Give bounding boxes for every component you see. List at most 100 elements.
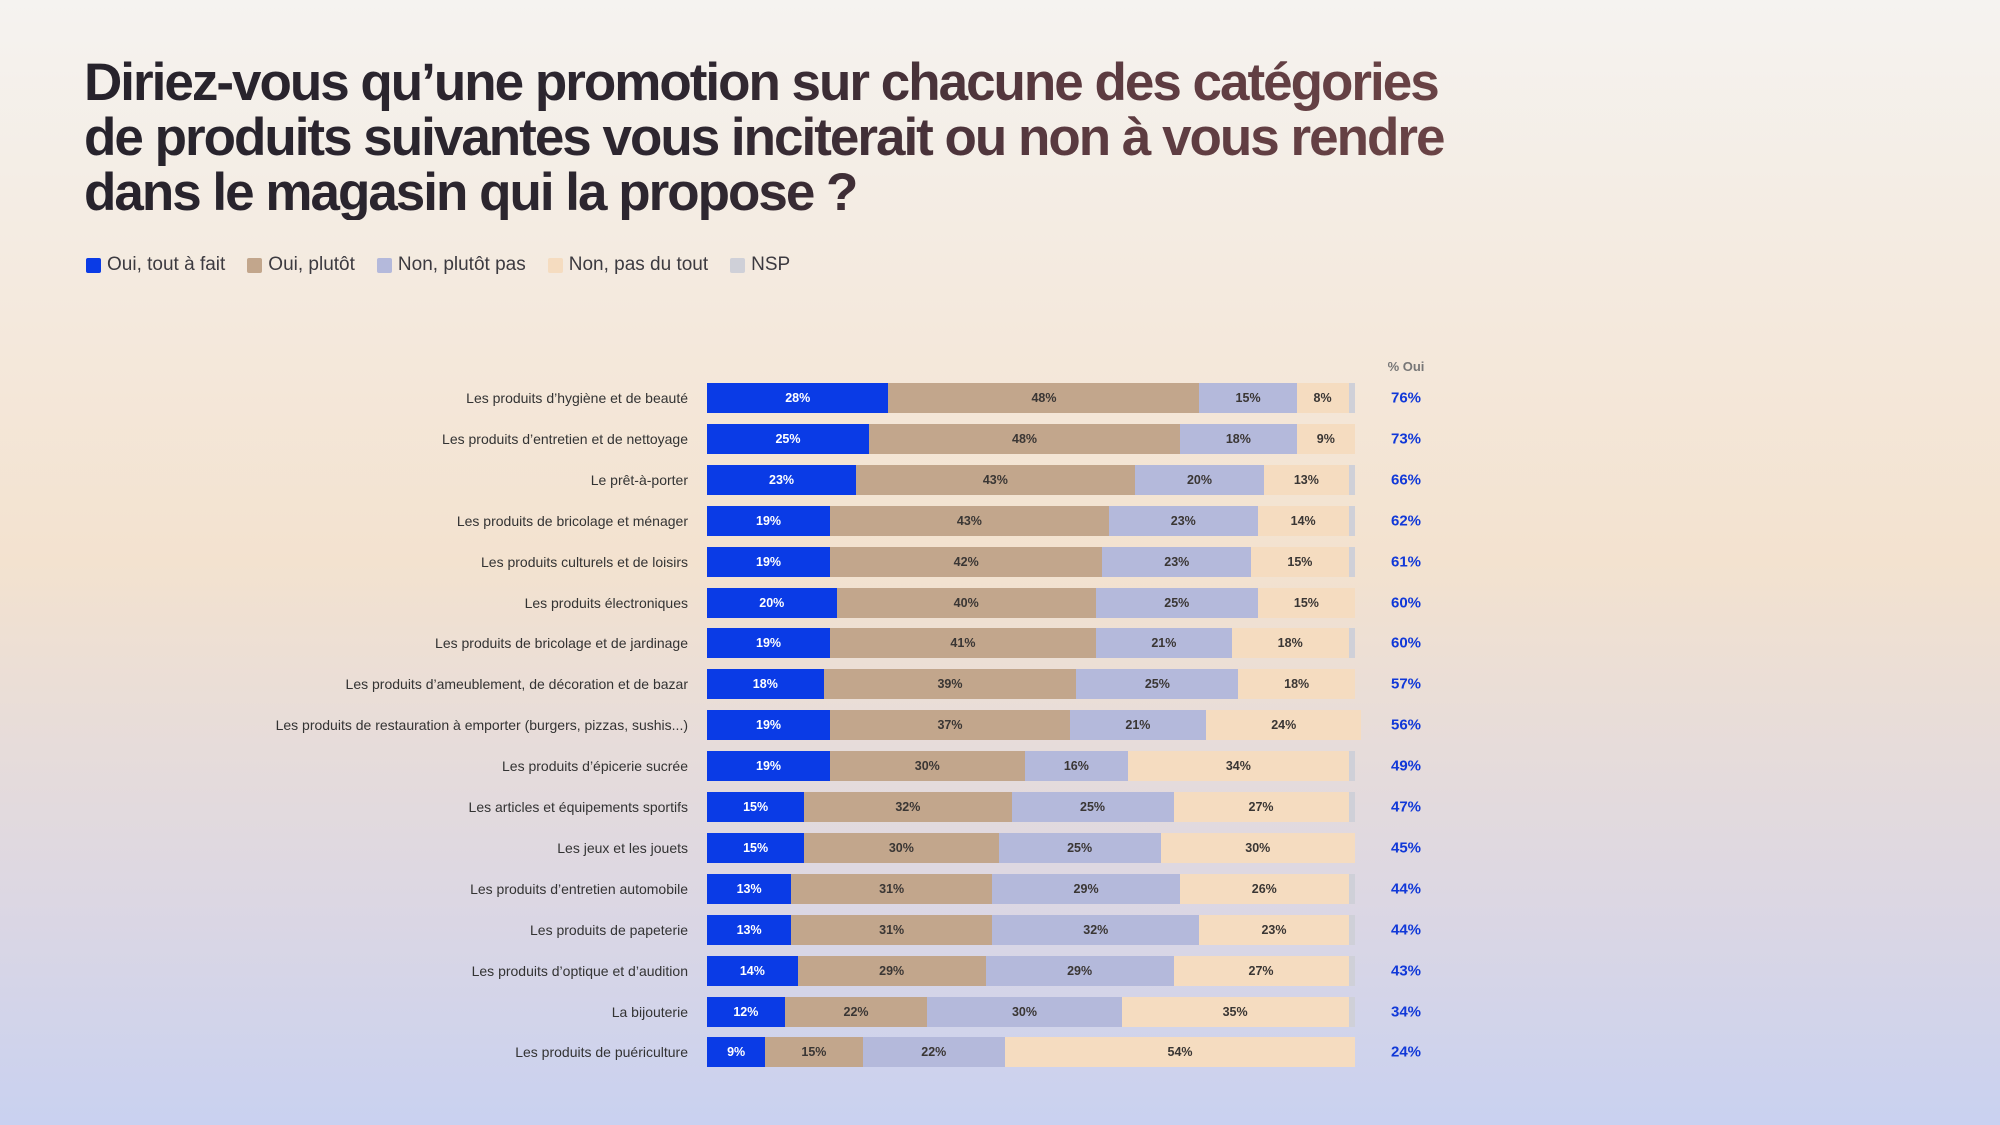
bar-segment-oui-tout-fait: 13% — [707, 873, 792, 904]
category-label: Les produits de restauration à emporter … — [275, 717, 688, 734]
legend-item: NSP — [730, 254, 790, 276]
oui-column-header: % Oui — [1387, 359, 1425, 374]
bar-segment-non-plut-t-pas: 21% — [1095, 628, 1232, 659]
oui-total-label: 73% — [1390, 430, 1422, 448]
bar-segment-non-plut-t-pas: 29% — [992, 873, 1181, 904]
bar-segment-non-plut-t-pas: 29% — [985, 955, 1174, 986]
bar-segment-non-plut-t-pas: 16% — [1024, 751, 1129, 782]
oui-total-label: 44% — [1390, 921, 1422, 939]
bar-segment-nsp — [1348, 914, 1355, 945]
bar-segment-oui-tout-fait: 19% — [707, 628, 831, 659]
category-label: Les produits d’hygiène et de beauté — [466, 390, 688, 406]
bar-segment-oui-tout-fait: 9% — [707, 1037, 766, 1068]
bar-segment-nsp — [1348, 628, 1355, 659]
bar-segment-oui-tout-fait: 19% — [707, 546, 831, 577]
bar-segment-non-plut-t-pas: 15% — [1199, 383, 1297, 413]
legend: Oui, tout à fait Oui, plutôt Non, plutôt p… — [86, 254, 790, 276]
bar-segment-non-pas-du-tout: 8% — [1296, 383, 1349, 413]
bar-segment-non-plut-t-pas: 25% — [1095, 587, 1258, 618]
oui-total-label: 24% — [1390, 1043, 1422, 1061]
bar-segment-non-plut-t-pas: 25% — [1076, 669, 1239, 700]
bar-segment-oui-plut-t: 30% — [804, 832, 999, 863]
bar-segment-non-pas-du-tout: 24% — [1205, 710, 1362, 741]
bar-segment-oui-plut-t: 29% — [797, 955, 986, 986]
bar-segment-non-plut-t-pas: 23% — [1108, 505, 1258, 536]
legend-swatch — [247, 257, 263, 273]
category-label: Les articles et équipements sportifs — [468, 799, 688, 815]
oui-total-label: 76% — [1390, 389, 1422, 407]
oui-total-label: 62% — [1390, 512, 1422, 530]
legend-label: Non, pas du tout — [568, 254, 709, 275]
oui-total-label: 56% — [1390, 716, 1422, 734]
bar-segment-nsp — [1348, 751, 1355, 782]
bar-segment-non-pas-du-tout: 35% — [1121, 996, 1349, 1027]
bar-segment-oui-plut-t: 48% — [888, 383, 1200, 413]
bar-segment-nsp — [1348, 505, 1355, 536]
bar-segment-nsp — [1348, 996, 1355, 1027]
bar-segment-non-pas-du-tout: 18% — [1238, 669, 1355, 700]
chart-title: Diriez-vous qu’une promotion sur chacune… — [84, 55, 1484, 220]
oui-total-label: 45% — [1390, 839, 1422, 857]
bar-segment-non-plut-t-pas: 18% — [1180, 423, 1297, 454]
legend-item: Oui, tout à fait — [86, 254, 225, 276]
legend-label: Oui, tout à fait — [107, 254, 226, 275]
bar-segment-oui-plut-t: 48% — [869, 423, 1181, 454]
bar-segment-oui-plut-t: 43% — [830, 505, 1109, 536]
bar-segment-oui-plut-t: 40% — [836, 587, 1096, 618]
bar-segment-oui-tout-fait: 12% — [707, 996, 785, 1027]
bar-segment-oui-tout-fait: 14% — [707, 955, 798, 986]
bar-segment-non-pas-du-tout: 15% — [1257, 587, 1355, 618]
bar-segment-non-pas-du-tout: 18% — [1231, 628, 1349, 659]
oui-total-label: 66% — [1390, 471, 1422, 489]
category-label: Les produits culturels et de loisirs — [481, 553, 688, 570]
bar-segment-oui-tout-fait: 19% — [707, 751, 831, 782]
bar-segment-oui-tout-fait: 19% — [707, 710, 831, 741]
bar-segment-oui-tout-fait: 23% — [707, 464, 857, 495]
bar-segment-oui-plut-t: 42% — [830, 546, 1103, 577]
legend-label: Non, plutôt pas — [397, 254, 526, 275]
bar-segment-oui-tout-fait: 15% — [707, 792, 805, 822]
bar-segment-non-plut-t-pas: 32% — [992, 914, 1200, 945]
bar-segment-non-pas-du-tout: 54% — [1005, 1037, 1355, 1068]
bar-segment-non-plut-t-pas: 25% — [1011, 792, 1174, 822]
bar-segment-oui-plut-t: 31% — [791, 914, 993, 945]
bar-segment-nsp — [1348, 873, 1355, 904]
oui-total-label: 47% — [1390, 798, 1422, 816]
oui-total-label: 43% — [1390, 962, 1422, 980]
category-label: Le prêt-à-porter — [590, 471, 688, 488]
bar-segment-oui-tout-fait: 20% — [707, 587, 837, 618]
bar-segment-oui-tout-fait: 19% — [707, 505, 831, 536]
bar-segment-oui-tout-fait: 28% — [707, 383, 889, 413]
bar-segment-oui-tout-fait: 18% — [707, 669, 824, 700]
bar-segment-oui-tout-fait: 15% — [707, 832, 805, 863]
bar-segment-nsp — [1348, 792, 1355, 822]
bar-segment-oui-plut-t: 37% — [830, 710, 1070, 741]
bar-segment-non-pas-du-tout: 27% — [1173, 792, 1349, 822]
category-label: Les produits de papeterie — [530, 921, 688, 938]
bar-segment-oui-plut-t: 39% — [823, 669, 1077, 700]
bar-segment-non-pas-du-tout: 34% — [1128, 751, 1349, 782]
category-label: La bijouterie — [611, 1003, 688, 1020]
bar-segment-nsp — [1348, 383, 1355, 413]
oui-total-label: 60% — [1390, 594, 1422, 611]
oui-total-label: 34% — [1390, 1003, 1422, 1020]
bar-segment-non-pas-du-tout: 15% — [1251, 546, 1349, 577]
bar-segment-non-plut-t-pas: 23% — [1102, 546, 1252, 577]
category-label: Les produits de bricolage et de jardinag… — [435, 635, 688, 652]
bar-segment-oui-tout-fait: 13% — [707, 914, 792, 945]
bar-segment-non-plut-t-pas: 25% — [998, 832, 1161, 863]
bar-segment-nsp — [1348, 464, 1355, 495]
bar-segment-oui-plut-t: 15% — [765, 1037, 863, 1068]
bar-segment-non-pas-du-tout: 14% — [1257, 505, 1349, 536]
bar-segment-oui-plut-t: 43% — [856, 464, 1135, 495]
bar-segment-nsp — [1348, 546, 1355, 577]
legend-item: Oui, plutôt — [247, 254, 355, 276]
category-label: Les produits d’ameublement, de décoratio… — [345, 676, 688, 693]
legend-label: NSP — [751, 254, 791, 275]
bar-segment-nsp — [1348, 955, 1355, 986]
legend-swatch — [547, 257, 563, 273]
bar-segment-oui-plut-t: 32% — [804, 792, 1012, 822]
bar-segment-oui-tout-fait: 25% — [707, 423, 869, 454]
bar-segment-oui-plut-t: 22% — [784, 996, 928, 1027]
category-label: Les produits d’entretien et de nettoyage — [442, 430, 688, 447]
